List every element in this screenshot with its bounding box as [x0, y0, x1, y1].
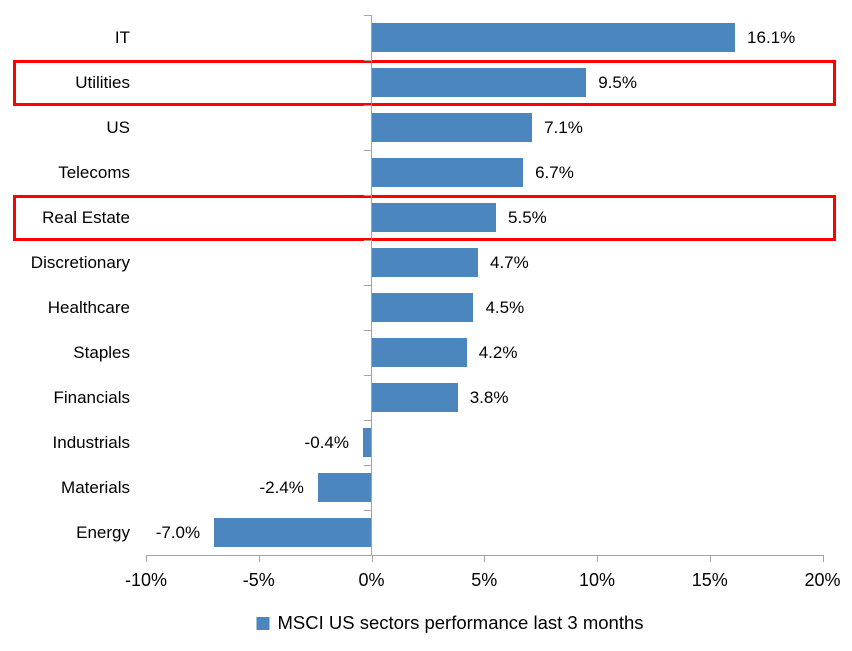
category-tick: [364, 285, 371, 286]
category-label-us: US: [106, 118, 130, 137]
bar-utilities: [372, 68, 587, 97]
bar-staples: [372, 338, 467, 367]
x-tick: [258, 555, 260, 562]
category-tick: [364, 465, 371, 466]
bar-telecoms: [372, 158, 524, 187]
x-tick-label-2: 0%: [358, 570, 385, 590]
value-label-financials: 3.8%: [469, 388, 509, 407]
value-label-staples: 4.2%: [478, 343, 518, 362]
category-label-it: IT: [114, 28, 130, 47]
category-label-discretionary: Discretionary: [30, 253, 130, 272]
value-label-it: 16.1%: [747, 28, 796, 47]
category-label-staples: Staples: [73, 343, 130, 362]
category-label-real-estate: Real Estate: [42, 208, 130, 227]
category-tick: [364, 330, 371, 331]
value-label-telecoms: 6.7%: [535, 163, 574, 182]
category-tick: [364, 375, 371, 376]
legend-square-icon: [256, 616, 270, 630]
legend: MSCI US sectors performance last 3 month…: [256, 612, 644, 634]
x-tick-label-0: -10%: [124, 570, 168, 590]
x-tick-label-5: 15%: [691, 570, 728, 590]
value-label-us: 7.1%: [544, 118, 583, 137]
x-tick-label-1: -5%: [242, 570, 275, 590]
x-tick: [709, 555, 711, 562]
x-tick-label-4: 10%: [578, 570, 616, 590]
highlight-box-utilities: [13, 60, 836, 106]
category-label-energy: Energy: [76, 523, 130, 542]
category-label-healthcare: Healthcare: [47, 298, 130, 317]
x-tick: [597, 555, 598, 562]
category-tick: [364, 195, 371, 196]
bar-healthcare: [372, 293, 474, 322]
legend-label: MSCI US sectors performance last 3 month…: [277, 612, 644, 633]
bar-us: [372, 113, 533, 142]
bar-it: [372, 23, 736, 52]
x-tick: [822, 555, 824, 562]
value-label-utilities: 9.5%: [598, 73, 637, 92]
value-label-industrials: -0.4%: [304, 433, 349, 452]
x-tick-label-6: 20%: [804, 570, 841, 590]
category-tick: [364, 150, 371, 151]
category-tick: [364, 60, 371, 61]
value-label-real-estate: 5.5%: [508, 208, 547, 227]
bar-real-estate: [372, 203, 497, 232]
value-label-discretionary: 4.7%: [489, 253, 529, 272]
highlight-box-real-estate: [13, 195, 836, 241]
category-label-utilities: Utilities: [75, 73, 130, 92]
x-tick: [484, 555, 486, 562]
category-tick: [364, 510, 371, 511]
category-label-materials: Materials: [61, 478, 130, 497]
x-tick: [146, 555, 147, 562]
bar-financials: [372, 383, 458, 412]
value-label-materials: -2.4%: [259, 478, 304, 497]
category-label-telecoms: Telecoms: [58, 163, 130, 182]
x-tick-label-3: 5%: [471, 570, 498, 590]
category-tick: [364, 105, 371, 106]
category-tick: [364, 420, 371, 421]
category-axis-line: [371, 15, 372, 555]
category-label-industrials: Industrials: [52, 433, 130, 452]
category-tick: [364, 15, 371, 16]
bar-energy: [214, 518, 372, 547]
bar-industrials: [362, 428, 372, 457]
value-label-energy: -7.0%: [155, 523, 201, 542]
bar-materials: [317, 473, 372, 502]
x-tick: [371, 555, 373, 562]
value-label-healthcare: 4.5%: [485, 298, 525, 317]
category-label-financials: Financials: [53, 388, 130, 407]
category-tick: [364, 240, 371, 241]
bar-discretionary: [372, 248, 478, 277]
